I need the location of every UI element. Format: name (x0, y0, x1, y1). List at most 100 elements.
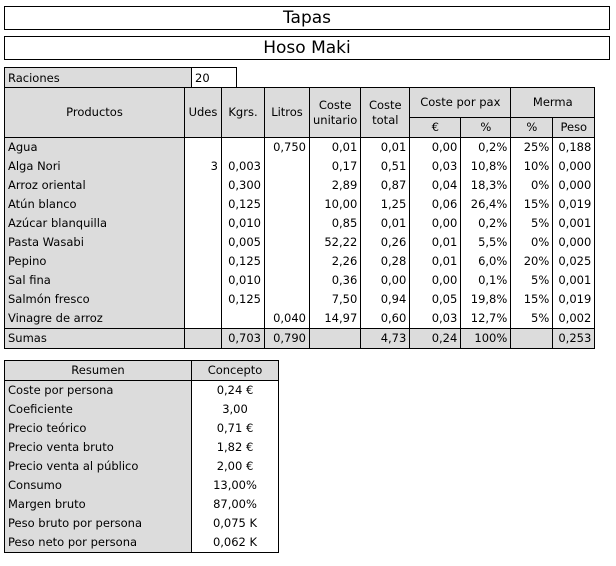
ingredient-cell[interactable]: 0% (510, 233, 554, 252)
ingredient-cell[interactable]: 0,01 (409, 233, 462, 252)
ingredient-cell[interactable] (221, 137, 265, 157)
ingredient-cell[interactable]: 0,188 (552, 137, 596, 157)
ingredient-cell[interactable]: 0,2% (460, 214, 512, 233)
ingredient-cell[interactable]: 0,05 (409, 290, 462, 309)
ingredient-cell[interactable]: 0,001 (552, 271, 596, 290)
ingredient-cell[interactable]: 0,04 (409, 176, 462, 195)
ingredient-cell[interactable] (264, 290, 310, 309)
ingredient-cell[interactable]: 0,28 (360, 252, 411, 271)
ingredient-cell[interactable]: 0,003 (221, 157, 265, 176)
ingredient-cell[interactable]: 0,010 (221, 271, 265, 290)
resumen-value[interactable]: 13,00% (191, 476, 279, 495)
ingredient-cell[interactable]: 7,50 (308, 290, 362, 309)
resumen-value[interactable]: 0,24 € (191, 380, 279, 400)
ingredient-cell[interactable]: 12,7% (460, 309, 512, 329)
ingredient-cell[interactable]: 20% (510, 252, 554, 271)
ingredient-cell[interactable]: 0,040 (264, 309, 310, 329)
ingredient-cell[interactable]: 0,000 (552, 176, 596, 195)
ingredient-cell[interactable]: 0,17 (308, 157, 362, 176)
ingredient-cell[interactable] (184, 271, 222, 290)
ingredient-cell[interactable]: 0,010 (221, 214, 265, 233)
ingredient-cell[interactable]: 0,750 (264, 137, 310, 157)
ingredient-cell[interactable]: 0,26 (360, 233, 411, 252)
resumen-value[interactable]: 1,82 € (191, 438, 279, 457)
ingredient-cell[interactable]: 0,01 (360, 137, 411, 157)
resumen-value[interactable]: 3,00 (191, 400, 279, 419)
ingredient-cell[interactable]: 0,000 (552, 157, 596, 176)
ingredient-cell[interactable]: 15% (510, 290, 554, 309)
ingredient-cell[interactable]: 0,125 (221, 195, 265, 214)
ingredient-cell[interactable]: 0,001 (552, 214, 596, 233)
ingredient-cell[interactable]: 2,26 (308, 252, 362, 271)
ingredient-cell[interactable] (264, 271, 310, 290)
ingredient-cell[interactable]: 0,2% (460, 137, 512, 157)
ingredient-cell[interactable] (264, 176, 310, 195)
ingredient-cell[interactable] (264, 214, 310, 233)
ingredient-cell[interactable]: 10,00 (308, 195, 362, 214)
ingredient-cell[interactable]: 5% (510, 271, 554, 290)
ingredient-cell[interactable]: 0,125 (221, 290, 265, 309)
ingredient-cell[interactable]: 0,85 (308, 214, 362, 233)
ingredient-cell[interactable]: 0,03 (409, 157, 462, 176)
ingredient-cell[interactable] (184, 252, 222, 271)
ingredient-cell[interactable]: 15% (510, 195, 554, 214)
resumen-value[interactable]: 0,075 K (191, 514, 279, 533)
ingredient-cell[interactable]: 18,3% (460, 176, 512, 195)
raciones-value[interactable]: 20 (191, 67, 237, 89)
ingredient-cell[interactable]: 0,005 (221, 233, 265, 252)
resumen-value[interactable]: 0,062 K (191, 533, 279, 553)
ingredient-name[interactable]: Azúcar blanquilla (4, 214, 185, 233)
ingredient-cell[interactable] (184, 176, 222, 195)
ingredient-cell[interactable]: 0,300 (221, 176, 265, 195)
ingredient-cell[interactable] (264, 195, 310, 214)
ingredient-cell[interactable]: 0,51 (360, 157, 411, 176)
ingredient-cell[interactable] (184, 195, 222, 214)
ingredient-name[interactable]: Agua (4, 137, 185, 157)
ingredient-cell[interactable]: 0,01 (308, 137, 362, 157)
ingredient-cell[interactable] (184, 214, 222, 233)
ingredient-name[interactable]: Atún blanco (4, 195, 185, 214)
ingredient-cell[interactable] (184, 137, 222, 157)
ingredient-cell[interactable]: 0,36 (308, 271, 362, 290)
ingredient-name[interactable]: Pasta Wasabi (4, 233, 185, 252)
ingredient-cell[interactable]: 2,89 (308, 176, 362, 195)
ingredient-cell[interactable] (184, 290, 222, 309)
ingredient-cell[interactable]: 0,002 (552, 309, 596, 329)
resumen-value[interactable]: 87,00% (191, 495, 279, 514)
ingredient-cell[interactable]: 0,019 (552, 290, 596, 309)
ingredient-cell[interactable]: 3 (184, 157, 222, 176)
ingredient-cell[interactable]: 10% (510, 157, 554, 176)
ingredient-cell[interactable]: 0,01 (409, 252, 462, 271)
ingredient-cell[interactable] (221, 309, 265, 329)
resumen-value[interactable]: 2,00 € (191, 457, 279, 476)
ingredient-cell[interactable]: 5% (510, 214, 554, 233)
ingredient-name[interactable]: Alga Nori (4, 157, 185, 176)
ingredient-cell[interactable]: 0,01 (360, 214, 411, 233)
ingredient-cell[interactable]: 0% (510, 176, 554, 195)
ingredient-cell[interactable]: 0,025 (552, 252, 596, 271)
ingredient-cell[interactable]: 6,0% (460, 252, 512, 271)
ingredient-cell[interactable]: 0,06 (409, 195, 462, 214)
ingredient-cell[interactable]: 0,03 (409, 309, 462, 329)
ingredient-cell[interactable] (184, 309, 222, 329)
ingredient-cell[interactable]: 10,8% (460, 157, 512, 176)
ingredient-cell[interactable]: 19,8% (460, 290, 512, 309)
ingredient-cell[interactable]: 0,1% (460, 271, 512, 290)
ingredient-cell[interactable]: 0,000 (552, 233, 596, 252)
ingredient-cell[interactable] (264, 233, 310, 252)
ingredient-cell[interactable]: 0,87 (360, 176, 411, 195)
ingredient-cell[interactable] (184, 233, 222, 252)
ingredient-cell[interactable]: 0,125 (221, 252, 265, 271)
ingredient-cell[interactable]: 0,00 (360, 271, 411, 290)
ingredient-cell[interactable]: 26,4% (460, 195, 512, 214)
ingredient-cell[interactable]: 0,019 (552, 195, 596, 214)
ingredient-cell[interactable]: 5% (510, 309, 554, 329)
ingredient-cell[interactable]: 0,00 (409, 137, 462, 157)
ingredient-name[interactable]: Vinagre de arroz (4, 309, 185, 329)
ingredient-cell[interactable] (264, 252, 310, 271)
ingredient-cell[interactable]: 14,97 (308, 309, 362, 329)
ingredient-name[interactable]: Salmón fresco (4, 290, 185, 309)
ingredient-name[interactable]: Pepino (4, 252, 185, 271)
ingredient-name[interactable]: Sal fina (4, 271, 185, 290)
ingredient-cell[interactable]: 0,00 (409, 214, 462, 233)
